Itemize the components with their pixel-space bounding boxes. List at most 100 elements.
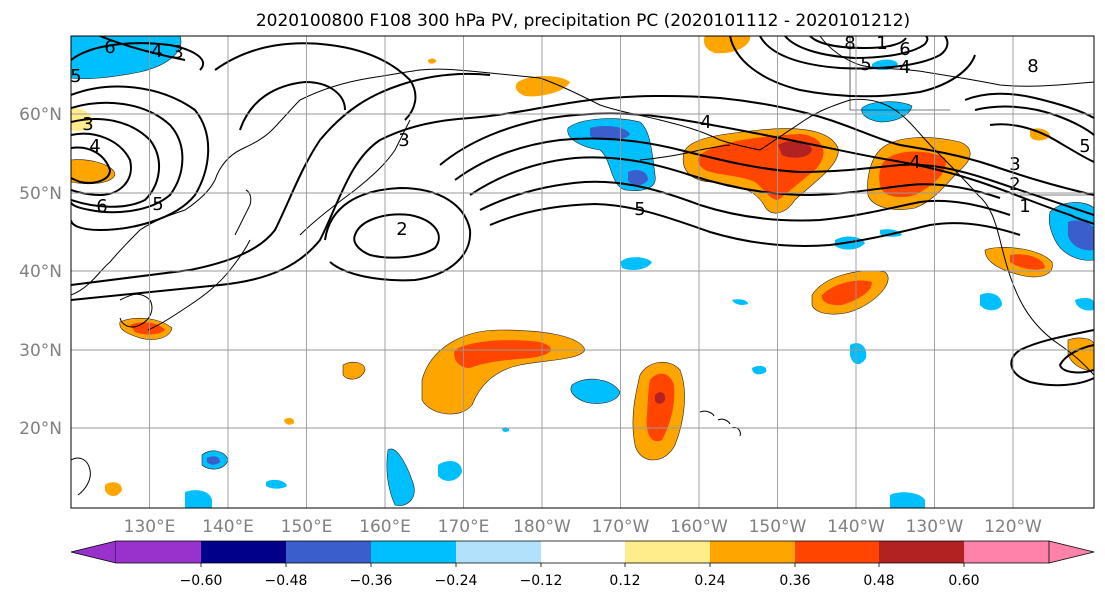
colorbar-segment [541, 541, 625, 563]
precip-positive-hawaii-core [655, 392, 666, 404]
colorbar-tick-label: 0.24 [694, 573, 725, 589]
colorbar-tick-label: −0.36 [350, 573, 393, 589]
pv-contour-w-3 [71, 118, 161, 208]
colorbar-segment [116, 541, 201, 563]
coast-aleutians [639, 144, 731, 161]
colorbar-segment [201, 541, 286, 563]
precip-positive-small-4 [105, 482, 122, 496]
contour-label: 6 [899, 39, 910, 60]
pv-contour-nw-1 [71, 42, 205, 71]
figure-title: 2020100800 F108 300 hPa PV, precipitatio… [256, 11, 910, 31]
longitude-labels: 130°E 140°E 150°E 160°E 170°E 180°W 170°… [124, 517, 1042, 537]
pv-contour-ne-3 [809, 36, 907, 50]
colorbar-tick-label: −0.48 [265, 573, 308, 589]
precip-positive-hawaii-inner [646, 373, 675, 442]
contour-label: 5 [634, 199, 645, 220]
precip-negative-se-1 [890, 492, 925, 508]
precip-positive-top [703, 36, 751, 54]
precip-positive-kamchatka [515, 76, 570, 97]
pv-contour-e-2 [974, 105, 1094, 136]
coast-alaska-south [759, 98, 979, 196]
contour-label: 4 [899, 57, 910, 78]
precip-negative-w-pacific-2 [386, 448, 415, 506]
colorbar-tick-label: 0.48 [863, 573, 894, 589]
map-area: 6 4 3 5 4 3 6 5 3 2 4 5 8 1 6 5 4 8 4 3 … [70, 33, 1094, 508]
contour-label: 3 [172, 42, 183, 63]
contour-label: 4 [700, 112, 711, 133]
contour-label: 8 [844, 33, 855, 54]
precip-negative-w-pacific-1-inner [207, 456, 220, 465]
contour-label: 6 [104, 37, 115, 58]
contour-label: 1 [1019, 196, 1030, 217]
lat-label: 50°N [19, 184, 62, 204]
pv-contour-wave-1 [71, 94, 1094, 301]
lon-label: 160°E [359, 517, 411, 537]
contour-label: 8 [1027, 56, 1038, 77]
pv-contour-nw-2 [99, 36, 186, 61]
pv-contour-e-1 [964, 92, 1094, 119]
precip-positive-small-5 [428, 58, 437, 64]
contour-label: 3 [1009, 154, 1020, 175]
map-frame [70, 35, 1095, 509]
coast-arctic [819, 36, 1094, 87]
pv-contour-low-2 [353, 213, 440, 259]
colorbar-segment [964, 541, 1049, 563]
colorbar-segment [625, 541, 710, 563]
lon-label: 170°E [438, 517, 490, 537]
pv-contour-e-3 [989, 123, 1094, 163]
pv-contour-ne-2 [784, 36, 929, 60]
contour-label: 6 [96, 196, 107, 217]
colorbar-tick-label: 0.60 [948, 573, 979, 589]
precip-negative-bering-inner2 [628, 170, 648, 186]
pv-contour-w-5 [71, 146, 112, 184]
colorbar-extend-max [1048, 540, 1095, 564]
contour-label: 4 [89, 136, 100, 157]
pv-contour-w-1 [71, 85, 210, 232]
precip-positive-central-pacific-inner [454, 340, 551, 368]
pv-contour-ne-4 [729, 36, 976, 98]
pv-contour-mexico-1 [1010, 329, 1094, 387]
lat-label: 60°N [19, 105, 62, 125]
lon-label: 160°W [670, 517, 728, 537]
precip-negative-small-2 [732, 299, 748, 305]
colorbar-segment [371, 541, 456, 563]
coast-east-asia-north [71, 68, 541, 296]
colorbar-tick-label: −0.12 [520, 573, 563, 589]
contour-label: 1 [876, 33, 887, 54]
colorbar-tick-label: 0.12 [609, 573, 640, 589]
colorbar-tick-label: −0.60 [180, 573, 223, 589]
pv-contour-wave-7 [489, 202, 1021, 247]
pv-contour-low-outer [324, 186, 472, 282]
colorbar-segment [286, 541, 371, 563]
precip-positive-small-3 [284, 417, 295, 425]
pv-contour-wave-4 [454, 137, 1094, 216]
lat-label: 20°N [19, 419, 62, 439]
contour-label: 3 [398, 130, 409, 151]
pv-contour-wave-6 [479, 180, 1011, 222]
colorbar-segment [879, 541, 964, 563]
precip-negative-bering-inner [590, 126, 630, 141]
lon-label: 140°W [827, 517, 885, 537]
contour-label: 2 [396, 219, 407, 240]
contour-label: 4 [151, 41, 162, 62]
pv-contour-wave-5 [469, 156, 1001, 199]
pv-contour-kam [214, 42, 417, 121]
contour-label: 5 [860, 54, 871, 75]
colorbar-ticks [200, 563, 965, 567]
precip-positive-w-edge [71, 159, 116, 185]
precip-negative-nw-us-inner [1068, 220, 1094, 251]
colorbar-segment [456, 541, 541, 563]
coast-philippines [71, 457, 91, 496]
contour-label: 4 [909, 152, 920, 173]
lon-label: 170°W [592, 517, 650, 537]
pv-contour-ne-1 [759, 36, 949, 70]
contour-label: 5 [70, 66, 81, 87]
latitude-labels: 60°N 50°N 40°N 30°N 20°N [19, 105, 62, 439]
precip-negative-us-se [1075, 297, 1094, 311]
colorbar: −0.60 −0.48 −0.36 −0.24 −0.12 0.12 0.24 … [70, 540, 1095, 589]
colorbar-tick-label: 0.36 [779, 573, 810, 589]
precip-negative-central-1 [570, 378, 621, 404]
lon-label: 150°E [281, 517, 333, 537]
